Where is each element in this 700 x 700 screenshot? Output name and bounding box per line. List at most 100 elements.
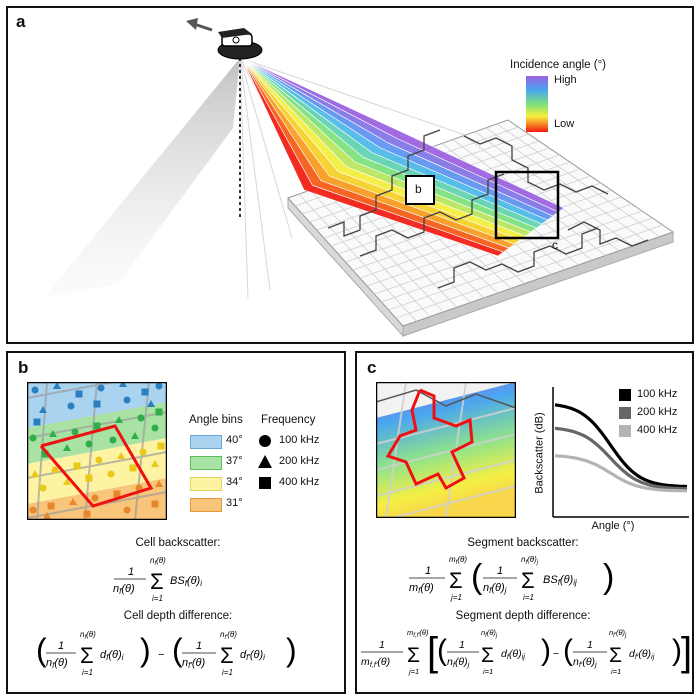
segment-depth-label: Segment depth difference: [455, 610, 591, 622]
box-c [494, 170, 560, 240]
svg-text:mf,f′(θ): mf,f′(θ) [407, 628, 429, 639]
svg-text:BSf(θ)ij: BSf(θ)ij [543, 574, 577, 587]
svg-text:(: ( [172, 632, 183, 668]
svg-text:): ) [286, 632, 297, 668]
rainbow-swath [241, 57, 565, 257]
panel-b-zoom-view [27, 382, 167, 520]
square-marker-icon [259, 477, 271, 489]
box-b-label: b [415, 182, 422, 196]
svg-text:BSf(θ)i: BSf(θ)i [170, 575, 202, 588]
legend-swatch-400 [619, 425, 631, 437]
segment-outline-4 [463, 135, 609, 195]
frequency-label-400: 400 kHz [279, 476, 320, 488]
svg-text:−: − [158, 649, 164, 661]
svg-text:−: − [553, 648, 559, 660]
legend-label-100: 100 kHz [637, 388, 678, 400]
curve-200-khz [554, 426, 688, 491]
segment-depth-formula: 1 mf,f′(θ) mf,f′(θ) Σ j=1 [ ( 1 nf(θ)j n… [361, 628, 692, 676]
svg-text:): ) [672, 634, 682, 667]
segment-backscatter-label: Segment backscatter: [467, 537, 579, 549]
svg-text:Σ: Σ [481, 644, 494, 667]
svg-text:Σ: Σ [449, 568, 463, 593]
segment-outline-upper [376, 389, 516, 409]
svg-text:df′(θ)ij: df′(θ)ij [629, 648, 655, 661]
panel-a: a [6, 6, 694, 344]
svg-text:i=1: i=1 [611, 667, 621, 676]
svg-text:Σ: Σ [407, 644, 420, 667]
svg-text:df(θ)i: df(θ)i [100, 649, 124, 662]
segment-outline [385, 388, 474, 491]
curve-400-khz [554, 454, 687, 493]
angle-bin-label-31: 31° [226, 497, 243, 509]
svg-text:mf(θ): mf(θ) [449, 555, 467, 566]
svg-text:nf(θ): nf(θ) [113, 583, 135, 596]
svg-text:df′(θ)i: df′(θ)i [240, 649, 265, 662]
angle-bin-label-37: 37° [226, 455, 243, 467]
svg-text:1: 1 [459, 639, 465, 651]
angle-bin-label-40: 40° [226, 434, 243, 446]
svg-text:): ) [140, 632, 151, 668]
panel-b: b Angle bins 40° 3 [6, 351, 346, 694]
svg-text:mf(θ): mf(θ) [409, 582, 434, 595]
boat-icon [217, 28, 263, 60]
svg-text:nf(θ): nf(θ) [150, 556, 166, 567]
chart-ylabel: Backscatter (dB) [533, 412, 546, 494]
svg-text:j=1: j=1 [408, 667, 419, 676]
svg-text:): ) [541, 634, 551, 667]
box-b [405, 175, 435, 205]
svg-text:]: ] [681, 630, 692, 674]
svg-text:(: ( [437, 634, 447, 667]
panel-c-label: c [367, 358, 377, 377]
triangle-marker-icon [258, 455, 272, 468]
svg-text:i=1: i=1 [483, 667, 493, 676]
panel-a-illustration [44, 18, 675, 338]
svg-text:nf′(θ)j: nf′(θ)j [609, 628, 627, 639]
segment-outline-2 [359, 173, 505, 257]
svg-text:Σ: Σ [150, 569, 164, 594]
svg-text:i=1: i=1 [222, 668, 233, 677]
svg-text:1: 1 [128, 566, 134, 578]
svg-text:nf′(θ): nf′(θ) [220, 630, 237, 641]
svg-text:nf(θ): nf(θ) [80, 630, 96, 641]
svg-text:): ) [603, 558, 614, 596]
svg-text:Σ: Σ [220, 643, 234, 668]
svg-text:nf(θ)j: nf(θ)j [521, 555, 539, 566]
svg-text:1: 1 [379, 639, 385, 651]
chart-xlabel: Angle (°) [591, 520, 635, 532]
cell-backscatter-formula: 1 nf(θ) nf(θ) Σ i=1 BSf(θ)i [113, 556, 202, 603]
svg-text:j=1: j=1 [450, 593, 462, 602]
svg-text:nf(θ)j: nf(θ)j [481, 628, 498, 639]
svg-text:1: 1 [587, 639, 593, 651]
svg-text:Σ: Σ [80, 643, 94, 668]
panel-c-zoom-view [376, 382, 516, 518]
segment-outline-5 [567, 221, 649, 247]
box-c-label: c [552, 238, 558, 252]
svg-text:i=1: i=1 [82, 668, 93, 677]
cell-backscatter-label: Cell backscatter: [135, 537, 221, 549]
svg-text:nf(θ): nf(θ) [46, 657, 68, 670]
cell-outline [39, 424, 154, 508]
svg-text:i=1: i=1 [152, 594, 163, 603]
legend-swatch-200 [619, 407, 631, 419]
cell-depth-formula: ( 1 nf(θ) nf(θ) Σ i=1 df(θ)i ) − ( 1 nf′… [36, 630, 297, 677]
frequency-label-100: 100 kHz [279, 434, 320, 446]
svg-text:(: ( [36, 632, 47, 668]
legend-low: Low [554, 118, 575, 130]
legend-title: Incidence angle (°) [510, 59, 607, 71]
chart-curves [554, 403, 688, 493]
angle-bin-label-34: 34° [226, 476, 243, 488]
legend-label-200: 200 kHz [637, 406, 678, 418]
incidence-legend-bar [526, 76, 548, 132]
segment-outline-3 [437, 227, 599, 289]
svg-text:(: ( [563, 634, 573, 667]
angle-bins-title: Angle bins [189, 414, 243, 426]
frequency-label-200: 200 kHz [279, 455, 320, 467]
backscatter-angle-chart [552, 387, 689, 518]
curve-100-khz [554, 403, 688, 489]
svg-text:Σ: Σ [521, 568, 535, 593]
svg-text:nf′(θ)j: nf′(θ)j [573, 656, 597, 669]
svg-text:df(θ)ij: df(θ)ij [501, 648, 525, 661]
angle-bin-swatch-37 [190, 456, 222, 470]
panel-a-label: a [16, 12, 26, 31]
left-swath-cone [44, 58, 240, 298]
